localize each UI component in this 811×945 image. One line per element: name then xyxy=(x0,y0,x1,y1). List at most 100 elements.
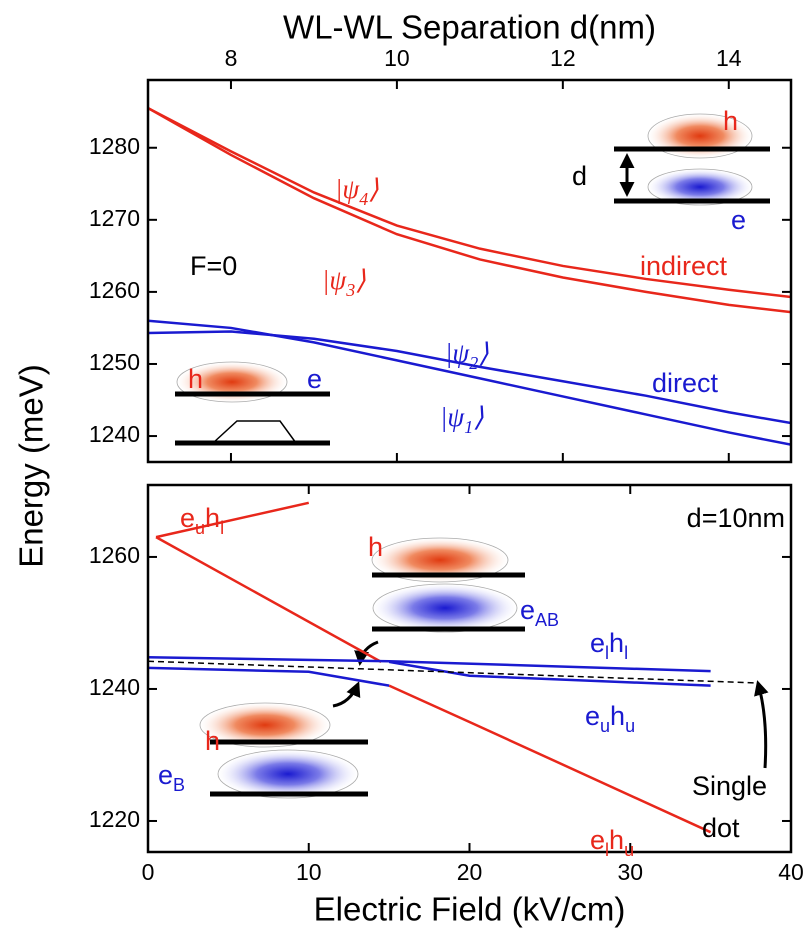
annotation-text: h xyxy=(368,532,383,562)
x-tick-label: 0 xyxy=(142,859,155,885)
annotation-text: e xyxy=(731,205,746,235)
inset-antibonding xyxy=(354,537,525,666)
annotation-text: |ψ xyxy=(322,265,347,295)
annotation: e xyxy=(731,205,746,235)
series-line xyxy=(155,536,382,663)
annotation-text: e xyxy=(585,701,600,731)
annotation: direct xyxy=(652,368,719,398)
annotation: |ψ2⟩ xyxy=(445,338,489,373)
annotation-text: e xyxy=(180,503,195,533)
inset-bonding xyxy=(199,680,769,799)
series-line xyxy=(148,330,791,425)
series-line xyxy=(148,660,759,684)
x-tick-label: 30 xyxy=(617,859,643,885)
annotation-text: Single xyxy=(692,771,767,801)
annotation-text: e xyxy=(158,760,173,790)
annotation-subscript: 2 xyxy=(469,353,478,373)
annotation-subscript: l xyxy=(624,643,628,663)
series-line xyxy=(148,656,711,673)
annotation: eB xyxy=(158,760,185,795)
annotation-text: ⟩ xyxy=(368,174,379,204)
y-tick-label: 1260 xyxy=(89,277,140,303)
annotation-text: e xyxy=(307,364,322,394)
plot-frame xyxy=(146,483,793,854)
annotation-text: e xyxy=(520,595,535,625)
inset-indirect xyxy=(614,113,770,206)
x-tick-label: 10 xyxy=(384,45,410,71)
annotation-text: ⟩ xyxy=(473,402,484,432)
annotation: euhu xyxy=(585,701,635,736)
annotation: |ψ3⟩ xyxy=(322,265,366,300)
annotation: dot xyxy=(702,813,740,843)
annotation-text: ⟩ xyxy=(355,265,366,295)
y-tick-label: 1220 xyxy=(89,806,140,832)
annotation: |ψ1⟩ xyxy=(440,402,484,437)
x-tick-label: 20 xyxy=(457,859,483,885)
annotation-text: |ψ xyxy=(445,338,470,368)
annotation-text: ⟩ xyxy=(478,338,489,368)
annotation-text: h xyxy=(609,628,624,658)
series-line xyxy=(388,684,712,834)
y-tick-label: 1240 xyxy=(89,421,140,447)
y-tick-label: 1260 xyxy=(89,542,140,568)
annotation-text: dot xyxy=(702,813,740,843)
series-line xyxy=(148,107,791,314)
annotation-subscript: B xyxy=(173,775,185,795)
y-tick-label: 1250 xyxy=(89,349,140,375)
y-tick-label: 1270 xyxy=(89,205,140,231)
annotation-text: F=0 xyxy=(190,251,237,281)
annotation-subscript: u xyxy=(600,716,610,736)
annotation: h xyxy=(205,726,220,756)
inset-direct xyxy=(175,361,330,446)
annotation: eAB xyxy=(520,595,559,630)
annotation-text: h xyxy=(610,701,625,731)
annotation-subscript: u xyxy=(624,840,634,860)
annotation-text: e xyxy=(590,628,605,658)
annotation-subscript: l xyxy=(220,518,224,538)
annotation-text: h xyxy=(205,726,220,756)
annotation: h xyxy=(368,532,383,562)
y-tick-label: 1280 xyxy=(89,133,140,159)
x-tick-label: 10 xyxy=(296,859,322,885)
x-tick-label: 8 xyxy=(225,45,238,71)
annotation-text: direct xyxy=(652,368,719,398)
annotation-subscript: AB xyxy=(535,610,559,630)
annotation-text: h xyxy=(205,503,220,533)
series-line xyxy=(148,666,390,687)
annotation-subscript: 1 xyxy=(464,417,473,437)
annotation: h xyxy=(188,364,203,394)
annotation-subscript: l xyxy=(605,840,609,860)
annotation: elhl xyxy=(590,628,628,663)
x-tick-label: 14 xyxy=(716,45,742,71)
x-axis-label: Electric Field (kV/cm) xyxy=(314,891,626,928)
annotation-subscript: 3 xyxy=(345,280,355,300)
annotation-text: |ψ xyxy=(335,174,360,204)
plot-frame xyxy=(146,78,793,464)
series-line xyxy=(148,107,791,299)
annotation-text: indirect xyxy=(640,251,728,281)
annotation: elhu xyxy=(590,825,634,860)
annotation: d=10nm xyxy=(687,503,785,533)
annotation-text: h xyxy=(188,364,203,394)
annotation: h xyxy=(723,106,738,136)
annotation-text: d xyxy=(572,161,587,191)
annotation-text: h xyxy=(609,825,624,855)
series-line xyxy=(155,501,310,539)
annotation-subscript: u xyxy=(195,518,205,538)
y-tick-label: 1240 xyxy=(89,674,140,700)
annotation-subscript: 4 xyxy=(359,189,368,209)
annotation: |ψ4⟩ xyxy=(335,174,379,209)
y-axis-label: Energy (meV) xyxy=(13,364,50,568)
annotation: e xyxy=(307,364,322,394)
annotation: F=0 xyxy=(190,251,237,281)
annotation: d xyxy=(572,161,587,191)
annotation-text: e xyxy=(590,825,605,855)
x-tick-label: 12 xyxy=(550,45,576,71)
series-line xyxy=(388,660,711,687)
annotation: euhl xyxy=(180,503,224,538)
annotation-subscript: l xyxy=(605,643,609,663)
annotation-text: |ψ xyxy=(440,402,465,432)
annotation: Single xyxy=(692,771,767,801)
x-tick-label: 40 xyxy=(778,859,804,885)
